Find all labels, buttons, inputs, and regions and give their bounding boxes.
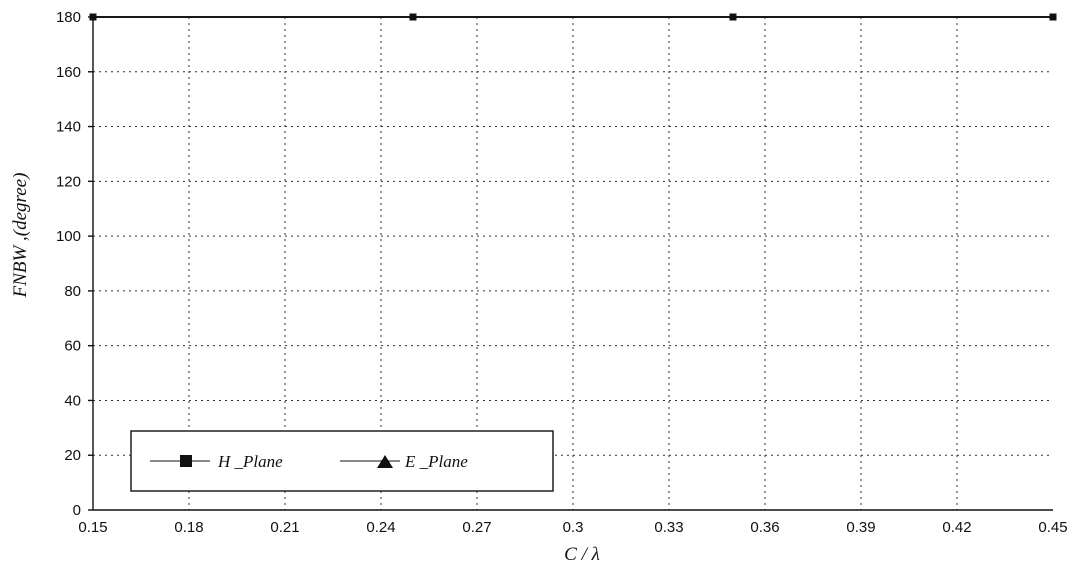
e-plane-point — [729, 13, 737, 20]
x-tick-label: 0.39 — [846, 519, 875, 536]
y-axis-label: FNBW ,(degree) — [10, 173, 31, 299]
x-tick-label: 0.3 — [563, 519, 584, 536]
x-tick-label: 0.45 — [1038, 519, 1067, 536]
y-tick-label: 80 — [64, 283, 81, 300]
x-tick-label: 0.21 — [270, 519, 299, 536]
tick-labels: 0.15 0.18 0.21 0.24 0.27 0.3 0.33 0.36 0.39 0.42 0… — [56, 9, 1068, 536]
y-tick-label: 0 — [73, 502, 81, 519]
x-axis-label: C / λ — [564, 544, 600, 565]
y-tick-label: 180 — [56, 9, 81, 26]
legend-h-plane-marker — [180, 455, 192, 467]
x-tick-label: 0.27 — [462, 519, 491, 536]
y-tick-label: 120 — [56, 173, 81, 190]
x-tick-label: 0.36 — [750, 519, 779, 536]
x-tick-label: 0.15 — [78, 519, 107, 536]
x-tick-label: 0.24 — [366, 519, 395, 536]
legend-h-plane-label: H _Plane — [217, 452, 283, 471]
grid-lines — [93, 17, 1053, 510]
y-tick-label: 100 — [56, 228, 81, 245]
x-tick-label: 0.33 — [654, 519, 683, 536]
y-tick-label: 140 — [56, 119, 81, 136]
legend-e-plane-label: E _Plane — [404, 452, 468, 471]
e-plane-point — [89, 13, 97, 20]
y-tick-label: 40 — [64, 392, 81, 409]
x-tick-label: 0.18 — [174, 519, 203, 536]
legend-e-plane-marker — [377, 455, 393, 468]
y-tick-label: 160 — [56, 64, 81, 81]
y-tick-label: 60 — [64, 338, 81, 355]
x-tick-label: 0.42 — [942, 519, 971, 536]
e-plane-point — [1049, 13, 1057, 20]
y-tick-label: 20 — [64, 447, 81, 464]
e-plane-point — [409, 13, 417, 20]
legend: H _Plane E _Plane — [130, 430, 554, 492]
axes — [88, 16, 1053, 511]
series-lines — [89, 13, 1057, 21]
